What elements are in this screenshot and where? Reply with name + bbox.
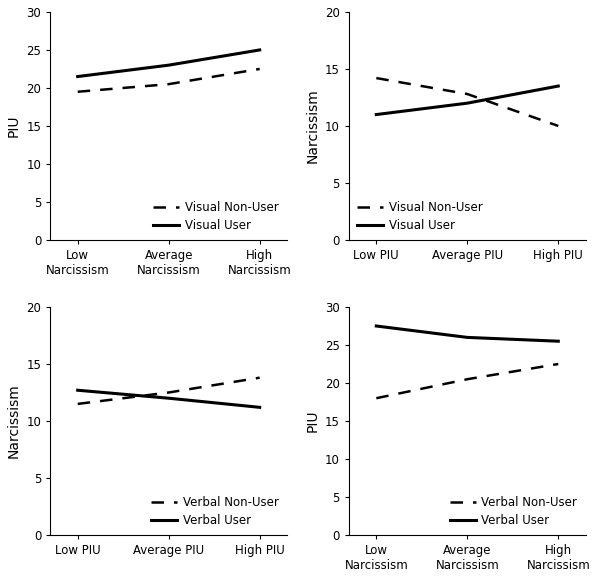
Line: Verbal Non-User: Verbal Non-User xyxy=(376,364,558,398)
Verbal Non-User xyxy=(74,401,81,408)
Line: Verbal User: Verbal User xyxy=(77,390,260,408)
Y-axis label: PIU: PIU xyxy=(305,410,320,433)
Visual User xyxy=(256,46,263,53)
Visual Non-User xyxy=(373,75,380,82)
Verbal User xyxy=(256,404,263,411)
Y-axis label: Narcissism: Narcissism xyxy=(305,89,320,163)
Line: Visual Non-User: Visual Non-User xyxy=(77,69,260,91)
Visual Non-User xyxy=(464,90,471,97)
Verbal Non-User xyxy=(256,374,263,381)
Verbal Non-User xyxy=(165,389,172,396)
Visual User xyxy=(74,73,81,80)
Verbal Non-User xyxy=(554,361,562,368)
Line: Visual Non-User: Visual Non-User xyxy=(376,78,558,126)
Legend: Verbal Non-User, Verbal User: Verbal Non-User, Verbal User xyxy=(149,494,281,529)
Verbal User xyxy=(554,338,562,345)
Legend: Visual Non-User, Visual User: Visual Non-User, Visual User xyxy=(355,199,485,234)
Y-axis label: Narcissism: Narcissism xyxy=(7,384,21,459)
Y-axis label: PIU: PIU xyxy=(7,115,21,137)
Verbal Non-User xyxy=(464,376,471,383)
Visual User xyxy=(165,62,172,69)
Visual User xyxy=(554,83,562,90)
Verbal User xyxy=(464,334,471,341)
Legend: Verbal Non-User, Verbal User: Verbal Non-User, Verbal User xyxy=(447,494,580,529)
Visual User xyxy=(464,100,471,107)
Line: Verbal Non-User: Verbal Non-User xyxy=(77,378,260,404)
Verbal User xyxy=(165,395,172,402)
Visual User xyxy=(373,111,380,118)
Line: Visual User: Visual User xyxy=(77,50,260,76)
Verbal Non-User xyxy=(373,395,380,402)
Legend: Visual Non-User, Visual User: Visual Non-User, Visual User xyxy=(151,199,281,234)
Visual Non-User xyxy=(74,88,81,95)
Verbal User xyxy=(74,387,81,394)
Visual Non-User xyxy=(554,123,562,130)
Line: Verbal User: Verbal User xyxy=(376,326,558,341)
Visual Non-User xyxy=(256,65,263,72)
Line: Visual User: Visual User xyxy=(376,86,558,115)
Visual Non-User xyxy=(165,80,172,87)
Verbal User xyxy=(373,323,380,329)
